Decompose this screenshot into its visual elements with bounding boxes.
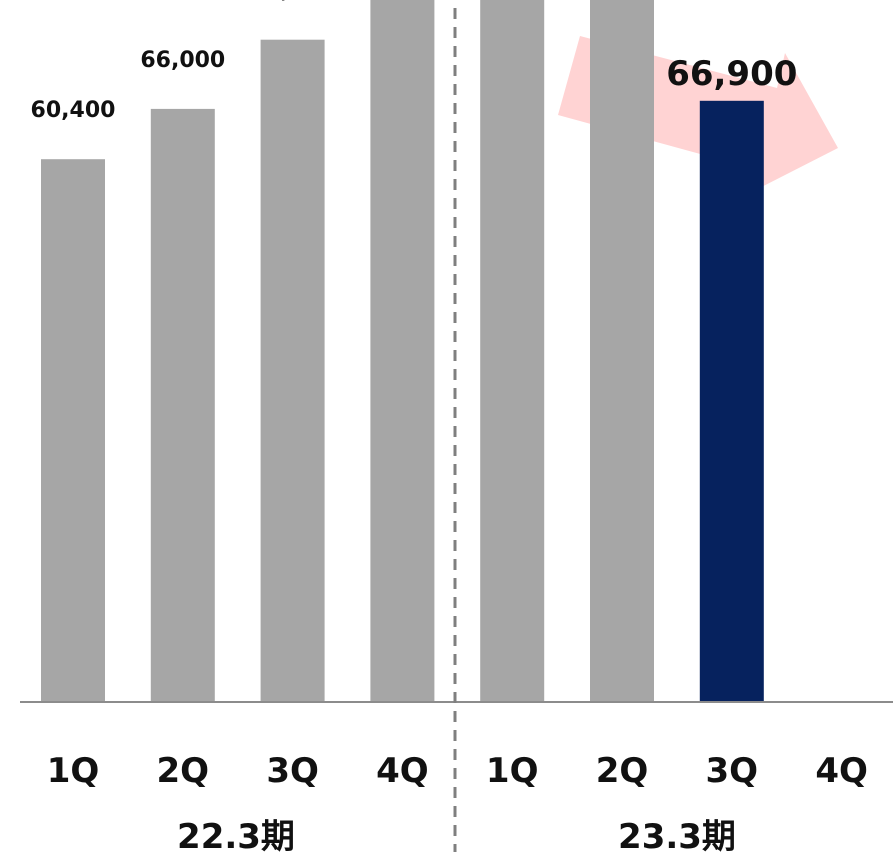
category-label-1: 1Q <box>47 751 100 791</box>
bar-4 <box>370 0 435 702</box>
value-label-2: 66,000 <box>140 48 225 73</box>
value-label-1: 60,400 <box>31 98 116 123</box>
period-label-1: 22.3期 <box>177 817 295 852</box>
bar-5 <box>480 0 545 702</box>
bar-3 <box>260 39 325 702</box>
value-label-3: 73,700 <box>250 0 335 4</box>
bar-7 <box>699 100 764 703</box>
category-label-4: 4Q <box>376 751 429 791</box>
category-label-3: 3Q <box>266 751 319 791</box>
bar-1 <box>41 159 105 702</box>
category-label-8: 4Q <box>815 751 868 791</box>
category-label-2: 2Q <box>157 751 210 791</box>
category-label-5: 1Q <box>486 751 539 791</box>
period-label-2: 23.3期 <box>618 817 736 852</box>
category-label-6: 2Q <box>596 751 649 791</box>
category-label-7: 3Q <box>706 751 759 791</box>
bar-6 <box>590 0 654 703</box>
bar-2 <box>150 108 215 702</box>
value-label-7: 66,900 <box>666 54 797 94</box>
